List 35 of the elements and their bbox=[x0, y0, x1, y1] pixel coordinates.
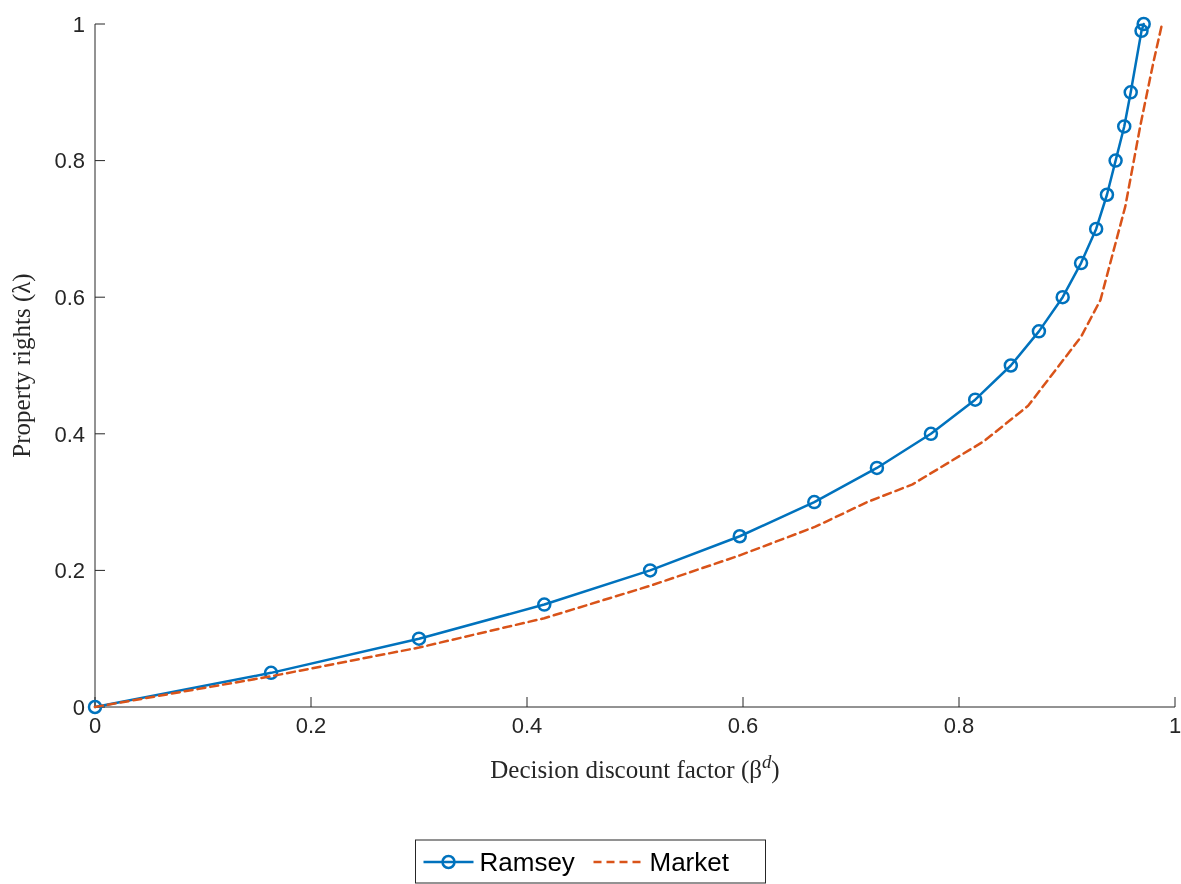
point bbox=[1116, 119, 1132, 134]
x-tick-label: 0 bbox=[88, 713, 102, 738]
x-tick-label: 0.6 bbox=[727, 713, 759, 738]
point bbox=[1031, 324, 1047, 339]
point bbox=[642, 563, 658, 578]
x-tick-label: 0.8 bbox=[943, 713, 975, 738]
point bbox=[1123, 85, 1138, 100]
point bbox=[923, 426, 939, 442]
y-tick-label: 0.6 bbox=[54, 284, 85, 310]
point bbox=[1088, 221, 1104, 237]
point bbox=[1108, 153, 1123, 168]
point bbox=[1134, 23, 1149, 39]
x-tick-label: 0.4 bbox=[511, 713, 543, 738]
point bbox=[1073, 255, 1089, 271]
legend-label: Market bbox=[649, 847, 730, 878]
point bbox=[411, 631, 427, 646]
y-tick-label: 1 bbox=[72, 11, 85, 37]
y-tick-label: 0 bbox=[72, 694, 85, 720]
point bbox=[967, 392, 983, 407]
point bbox=[807, 494, 822, 510]
point bbox=[869, 460, 885, 476]
point bbox=[537, 597, 552, 612]
y-axis-title: Property rights (λ) bbox=[8, 273, 36, 458]
point bbox=[1136, 16, 1151, 32]
point bbox=[732, 529, 748, 544]
point bbox=[1099, 187, 1115, 202]
x-tick-label: 0.2 bbox=[295, 713, 327, 738]
y-tick-label: 0.4 bbox=[54, 421, 85, 447]
x-axis-title: Decision discount factor (β$^{d}$) bbox=[490, 750, 780, 784]
x-tick-label: 1 bbox=[1168, 713, 1181, 738]
y-tick-label: 0.2 bbox=[54, 558, 85, 584]
point bbox=[1003, 358, 1019, 373]
y-tick-label: 0.8 bbox=[54, 148, 85, 174]
point bbox=[1055, 289, 1070, 305]
legend-label: Ramsey bbox=[479, 847, 575, 878]
